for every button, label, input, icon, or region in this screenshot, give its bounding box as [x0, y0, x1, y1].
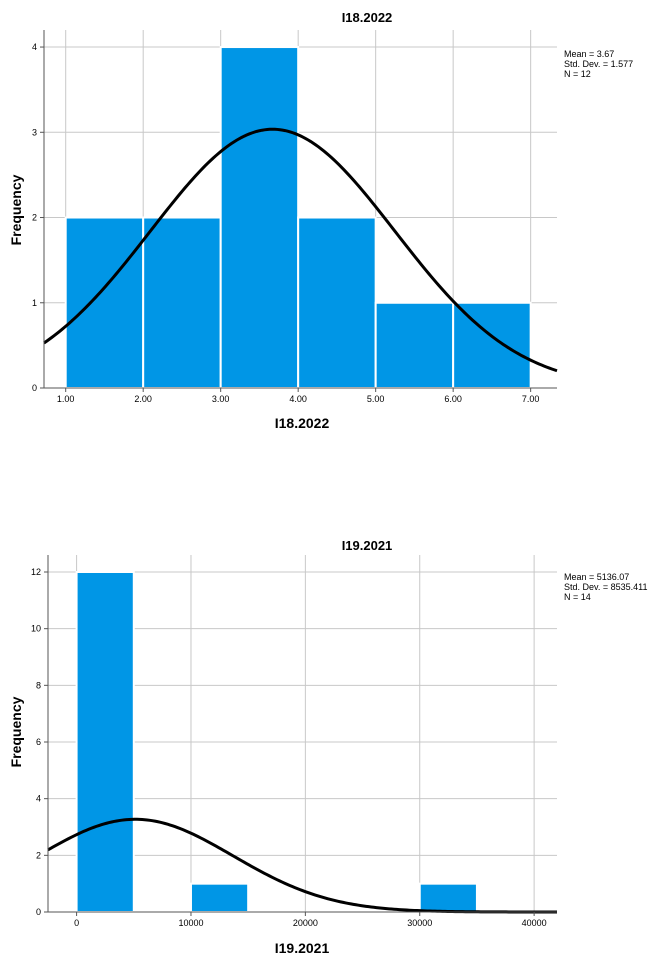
- y-tick-label: 4: [32, 42, 37, 52]
- y-tick-label: 0: [32, 383, 37, 393]
- x-tick-label: 5.00: [367, 394, 385, 404]
- y-tick-label: 0: [36, 907, 41, 917]
- chart-title: I18.2022: [342, 10, 393, 25]
- x-tick-label: 7.00: [522, 394, 540, 404]
- x-tick-label: 1.00: [57, 394, 75, 404]
- histogram-bar: [418, 882, 478, 913]
- y-axis-label: Frequency: [8, 174, 24, 245]
- stat-mean: Mean = 3.67: [564, 49, 614, 59]
- x-tick-label: 30000: [407, 918, 432, 928]
- y-tick-label: 6: [36, 737, 41, 747]
- axes: [40, 30, 557, 392]
- histogram-bar: [75, 571, 135, 913]
- stats-box: Mean = 3.67 Std. Dev. = 1.577 N = 12: [564, 49, 633, 79]
- histogram-i19-2021: I19.2021 0 10000 20000 30000 40000024681012 …: [8, 538, 647, 956]
- y-tick-label: 2: [32, 213, 37, 223]
- histogram-bar: [452, 301, 532, 389]
- y-axis-label: Frequency: [8, 696, 24, 767]
- x-tick-label: 2.00: [134, 394, 152, 404]
- tick-labels: 0 10000 20000 30000 40000 0 2 4 6 8 10 12: [31, 567, 547, 928]
- normal-curve: [43, 127, 558, 373]
- y-tick-label: 10: [31, 624, 41, 634]
- normal-curve-line: [43, 127, 558, 373]
- y-tick-label: 2: [36, 850, 41, 860]
- histogram-bar: [142, 216, 222, 389]
- stat-n: N = 14: [564, 592, 591, 602]
- histogram-bar: [297, 216, 377, 389]
- histogram-bar: [374, 301, 455, 389]
- x-tick-label: 0: [74, 918, 79, 928]
- y-tick-label: 8: [36, 680, 41, 690]
- stats-box: Mean = 5136.07 Std. Dev. = 8535.411 N = …: [564, 572, 647, 602]
- histogram-bar: [189, 882, 250, 913]
- histogram-bar: [64, 216, 145, 389]
- bars: [64, 46, 532, 390]
- y-tick-label: 3: [32, 127, 37, 137]
- x-tick-label: 6.00: [444, 394, 462, 404]
- axes: [44, 555, 557, 916]
- x-tick-label: 4.00: [289, 394, 307, 404]
- x-axis-label: I19.2021: [275, 940, 330, 956]
- bars: [75, 571, 478, 913]
- x-tick-label: 40000: [522, 918, 547, 928]
- histogram-i18-2022: I18.2022 1.00 2.00 3.00 4.00 5.00 6.00 7.00 0 1 2…: [8, 10, 633, 431]
- tick-labels: 1.00 2.00 3.00 4.00 5.00 6.00 7.00 0 1 2 3 4: [32, 42, 539, 404]
- stat-mean: Mean = 5136.07: [564, 572, 629, 582]
- stat-n: N = 12: [564, 69, 591, 79]
- x-tick-label: 3.00: [212, 394, 230, 404]
- stat-std-dev: Std. Dev. = 1.577: [564, 59, 633, 69]
- x-tick-label: 20000: [293, 918, 318, 928]
- histogram-bar: [219, 46, 300, 390]
- x-tick-label: 10000: [178, 918, 203, 928]
- y-tick-label: 1: [32, 298, 37, 308]
- y-tick-label: 12: [31, 567, 41, 577]
- y-tick-label: 4: [36, 794, 41, 804]
- stat-std-dev: Std. Dev. = 8535.411: [564, 582, 647, 592]
- x-axis-label: I18.2022: [275, 415, 330, 431]
- chart-title: I19.2021: [342, 538, 393, 553]
